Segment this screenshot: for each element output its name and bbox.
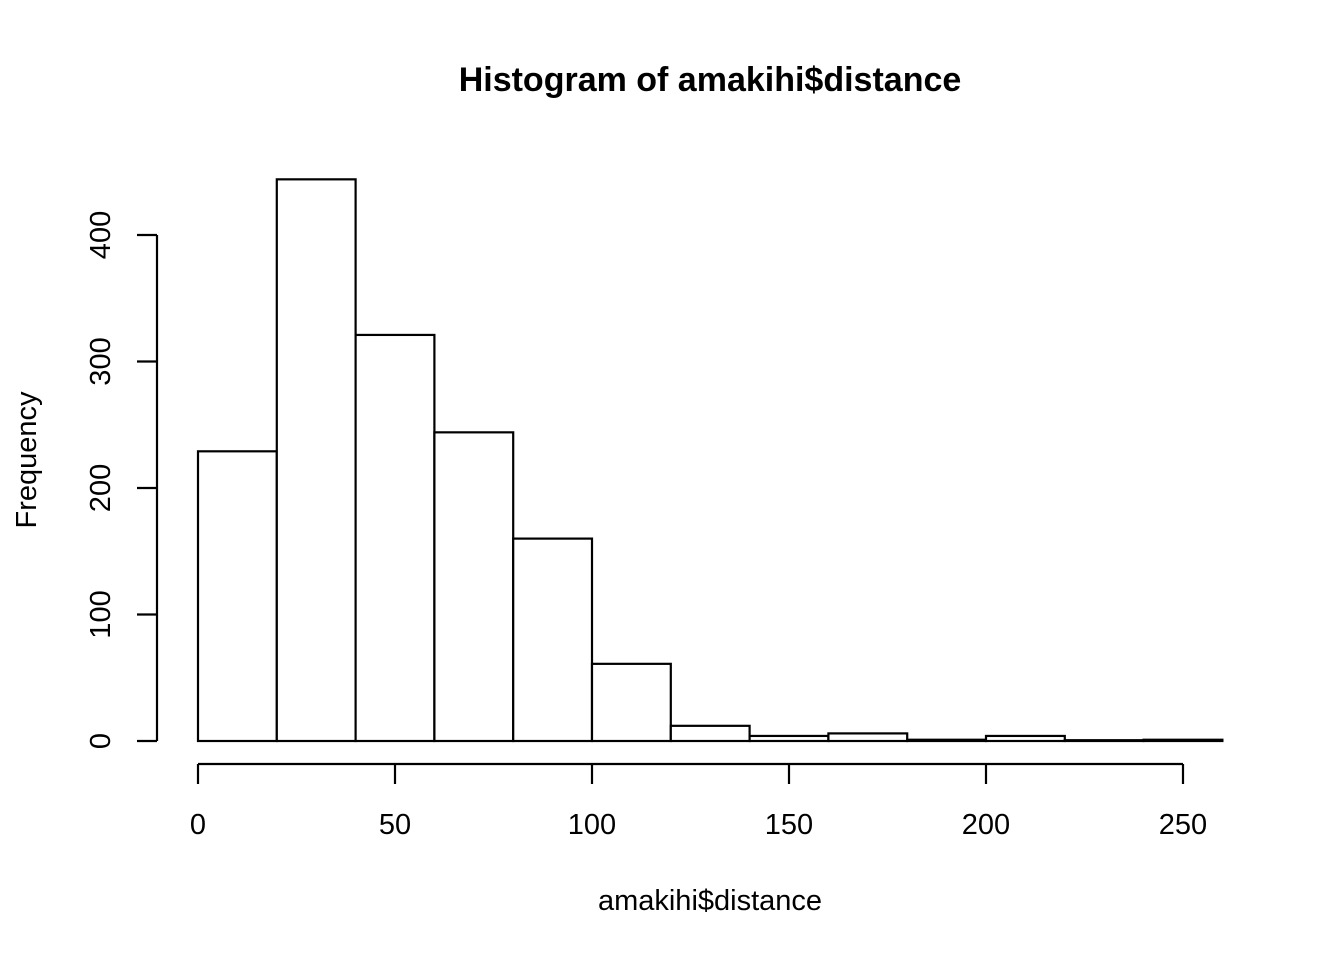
y-tick-label-200: 200 bbox=[85, 464, 117, 512]
histogram-bar-7 bbox=[748, 734, 830, 743]
y-axis: 0 100 200 300 400 bbox=[85, 211, 159, 749]
x-tick-label-100: 100 bbox=[568, 809, 616, 841]
histogram-bar-0 bbox=[196, 450, 278, 743]
histogram-bar-1 bbox=[275, 178, 357, 743]
histogram-bar-3 bbox=[433, 431, 515, 743]
histogram-bar-10 bbox=[984, 734, 1066, 743]
histogram-bar-11 bbox=[1063, 739, 1145, 743]
x-axis: 0 50 100 150 200 250 bbox=[190, 762, 1207, 841]
y-axis-label: Frequency bbox=[11, 391, 43, 529]
x-tick-label-0: 0 bbox=[190, 809, 206, 841]
y-tick-label-0: 0 bbox=[85, 733, 117, 749]
histogram-bar-4 bbox=[512, 537, 594, 743]
bars-group bbox=[196, 178, 1224, 743]
y-tick-label-400: 400 bbox=[85, 211, 117, 259]
chart-title: Histogram of amakihi$distance bbox=[459, 61, 962, 99]
x-tick-label-50: 50 bbox=[379, 809, 411, 841]
x-tick-label-150: 150 bbox=[765, 809, 813, 841]
x-tick-label-200: 200 bbox=[962, 809, 1010, 841]
x-tick-label-250: 250 bbox=[1159, 809, 1207, 841]
histogram-bar-12 bbox=[1142, 738, 1224, 743]
histogram-bar-5 bbox=[590, 662, 672, 743]
histogram-bar-9 bbox=[906, 738, 988, 743]
x-axis-label: amakihi$distance bbox=[598, 885, 822, 917]
y-tick-label-100: 100 bbox=[85, 590, 117, 638]
histogram-bar-6 bbox=[669, 724, 751, 743]
histogram-bar-8 bbox=[827, 732, 909, 743]
y-tick-label-300: 300 bbox=[85, 337, 117, 385]
histogram-bar-2 bbox=[354, 333, 436, 743]
